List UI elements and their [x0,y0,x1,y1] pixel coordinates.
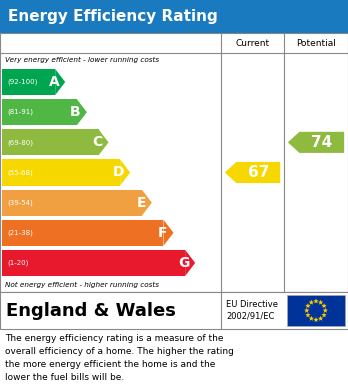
Text: (92-100): (92-100) [7,79,37,85]
Text: A: A [48,75,59,89]
Text: Energy Efficiency Rating: Energy Efficiency Rating [8,9,218,24]
Polygon shape [98,129,109,156]
Text: F: F [158,226,167,240]
Text: (69-80): (69-80) [7,139,33,145]
Text: (1-20): (1-20) [7,260,29,266]
Text: Potential: Potential [296,38,336,47]
Text: (55-68): (55-68) [7,169,33,176]
Polygon shape [185,250,195,276]
Polygon shape [120,160,130,186]
Polygon shape [313,317,319,322]
Polygon shape [305,303,311,308]
Polygon shape [313,298,319,303]
Text: Not energy efficient - higher running costs: Not energy efficient - higher running co… [5,282,159,288]
Bar [2,220,164,246]
Text: EU Directive: EU Directive [226,300,278,309]
Polygon shape [323,308,328,313]
Polygon shape [318,300,323,305]
Bar [0,33,348,292]
Bar [2,190,142,216]
Polygon shape [322,303,327,308]
Text: (39-54): (39-54) [7,199,33,206]
Polygon shape [225,162,280,183]
Bar [0,292,348,329]
Text: The energy efficiency rating is a measure of the
overall efficiency of a home. T: The energy efficiency rating is a measur… [5,334,234,382]
Polygon shape [309,316,314,321]
Polygon shape [309,300,314,305]
Bar [2,129,98,156]
Bar [2,99,77,125]
Text: E: E [136,196,146,210]
Polygon shape [77,99,87,125]
Text: Very energy efficient - lower running costs: Very energy efficient - lower running co… [5,57,159,63]
Text: B: B [70,105,81,119]
Text: 74: 74 [311,135,332,150]
Polygon shape [318,316,323,321]
Polygon shape [305,312,311,317]
Text: (81-91): (81-91) [7,109,33,115]
Bar [2,69,55,95]
Text: (21-38): (21-38) [7,230,33,236]
Text: D: D [113,165,124,179]
Polygon shape [164,220,174,246]
Polygon shape [288,132,344,153]
Text: England & Wales: England & Wales [6,301,176,319]
Bar [0,0,348,33]
Polygon shape [304,308,309,313]
Polygon shape [55,69,65,95]
Polygon shape [142,190,152,216]
Text: Current: Current [236,38,270,47]
Bar [2,160,120,186]
Text: 2002/91/EC: 2002/91/EC [226,312,274,321]
Bar [287,295,345,326]
Text: G: G [178,256,189,270]
Bar [2,250,185,276]
Text: 67: 67 [248,165,269,180]
Text: C: C [92,135,103,149]
Polygon shape [322,312,327,317]
